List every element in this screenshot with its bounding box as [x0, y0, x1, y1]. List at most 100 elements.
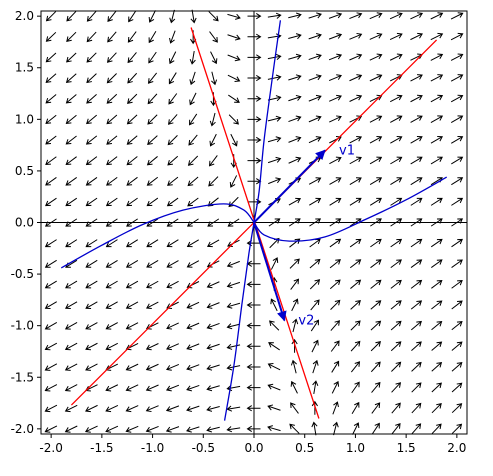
field-arrow: [64, 342, 78, 351]
field-arrow: [106, 135, 118, 145]
field-arrow: [410, 136, 423, 144]
field-arrow: [328, 12, 343, 19]
field-arrow: [431, 341, 443, 351]
field-arrow: [45, 94, 57, 104]
field-arrow: [451, 197, 464, 206]
field-arrow: [226, 426, 241, 433]
field-arrow: [226, 302, 241, 309]
y-tick-label: -1.0: [11, 319, 34, 333]
field-arrow: [370, 341, 381, 352]
field-arrow: [105, 239, 118, 248]
field-arrow: [329, 156, 342, 165]
field-arrow: [328, 94, 342, 102]
field-arrow: [105, 322, 118, 330]
field-arrow: [85, 197, 98, 207]
y-tick-label: 1.5: [15, 61, 34, 75]
field-arrow: [308, 12, 322, 19]
field-arrow: [332, 421, 339, 436]
field-arrow: [206, 322, 220, 330]
y-tick-label: -0.5: [11, 267, 34, 281]
field-arrow: [430, 94, 444, 103]
field-arrow: [126, 197, 138, 207]
field-arrow: [350, 300, 361, 310]
field-arrow: [125, 280, 139, 289]
field-arrow: [267, 53, 282, 61]
field-arrow: [65, 135, 77, 145]
field-arrow: [125, 425, 139, 433]
field-arrow: [328, 74, 342, 82]
field-arrow: [64, 425, 78, 433]
eigenvector-label: v1: [339, 143, 355, 158]
field-arrow: [349, 12, 363, 20]
field-arrow: [187, 155, 199, 166]
field-arrow: [411, 341, 422, 351]
field-arrow: [167, 135, 178, 146]
field-arrow: [430, 136, 443, 144]
field-arrow: [290, 380, 298, 394]
field-arrow: [206, 239, 220, 248]
x-tick-label: -0.5: [192, 441, 215, 455]
field-arrow: [105, 405, 119, 413]
field-arrow: [146, 260, 159, 268]
field-arrow: [431, 361, 443, 372]
field-arrow: [126, 176, 138, 186]
field-arrow: [44, 239, 57, 248]
field-arrow: [125, 405, 139, 413]
field-arrow: [349, 177, 362, 185]
field-arrow: [45, 156, 57, 166]
field-arrow: [370, 279, 382, 289]
field-arrow: [329, 197, 342, 206]
field-arrow: [312, 380, 319, 395]
field-arrow: [349, 53, 363, 61]
field-arrow: [309, 279, 321, 290]
field-arrow: [267, 95, 282, 102]
field-arrow: [226, 405, 241, 412]
field-arrow: [145, 425, 159, 433]
field-arrow: [126, 114, 138, 125]
field-arrow: [167, 155, 179, 166]
field-arrow: [431, 402, 442, 414]
field-arrow: [45, 135, 57, 145]
field-arrow: [410, 300, 423, 310]
field-arrow: [349, 94, 363, 102]
field-arrow: [349, 156, 362, 165]
field-arrow: [369, 53, 383, 61]
field-arrow: [189, 50, 196, 65]
x-tick-label: 0.0: [244, 441, 263, 455]
field-arrow: [145, 343, 159, 351]
field-arrow: [410, 115, 423, 123]
field-arrow: [85, 363, 98, 371]
field-arrow: [186, 239, 199, 248]
field-arrow: [127, 72, 138, 84]
field-arrow: [187, 197, 199, 207]
field-arrow: [166, 239, 179, 248]
field-arrow: [268, 177, 282, 185]
field-arrow: [292, 318, 299, 333]
field-arrow: [106, 156, 118, 166]
field-arrow: [351, 401, 360, 415]
field-arrow: [290, 359, 297, 374]
trajectory: [60, 203, 255, 269]
field-arrow: [349, 32, 363, 40]
field-arrow: [430, 12, 444, 20]
field-arrow: [349, 259, 362, 269]
field-arrow: [106, 176, 118, 186]
field-arrow: [186, 426, 200, 433]
field-arrow: [227, 54, 241, 62]
field-arrow: [267, 404, 281, 411]
field-arrow: [147, 135, 158, 145]
field-arrow: [450, 115, 464, 123]
field-arrow: [105, 342, 119, 351]
field-arrow: [410, 177, 423, 186]
field-arrow: [206, 405, 220, 412]
field-arrow: [166, 363, 180, 371]
field-arrow: [329, 177, 342, 185]
field-arrow: [169, 30, 176, 44]
eigenvector-arrow: [253, 222, 287, 322]
field-arrow: [267, 115, 282, 122]
y-tick-label: 1.0: [15, 112, 34, 126]
field-arrow: [146, 197, 159, 207]
field-arrow: [86, 31, 97, 43]
field-arrow: [190, 9, 197, 24]
field-arrow: [369, 32, 383, 40]
